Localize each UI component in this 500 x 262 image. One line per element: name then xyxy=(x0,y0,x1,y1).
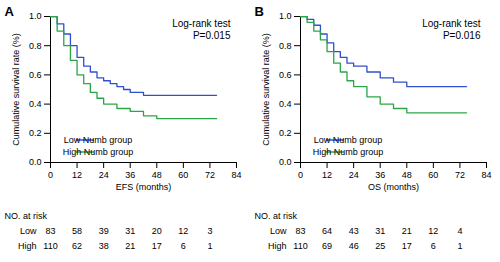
svg-text:36: 36 xyxy=(125,170,135,180)
svg-text:EFS (months): EFS (months) xyxy=(116,182,172,192)
svg-text:48: 48 xyxy=(402,170,412,180)
svg-text:B: B xyxy=(255,4,264,19)
svg-text:110: 110 xyxy=(43,241,57,251)
svg-text:58: 58 xyxy=(72,226,82,236)
svg-text:83: 83 xyxy=(45,226,55,236)
svg-text:High: High xyxy=(268,241,287,251)
svg-text:72: 72 xyxy=(205,170,215,180)
svg-text:High Numb group: High Numb group xyxy=(63,147,134,157)
svg-text:39: 39 xyxy=(99,226,109,236)
svg-text:NO. at risk: NO. at risk xyxy=(5,211,48,221)
svg-text:31: 31 xyxy=(125,226,135,236)
svg-text:High: High xyxy=(18,241,37,251)
svg-text:Log-rank test: Log-rank test xyxy=(172,18,231,29)
svg-text:12: 12 xyxy=(178,226,188,236)
svg-text:21: 21 xyxy=(402,226,412,236)
svg-text:12: 12 xyxy=(72,170,82,180)
svg-text:12: 12 xyxy=(322,170,332,180)
svg-text:1: 1 xyxy=(457,241,462,251)
svg-text:OS (months): OS (months) xyxy=(368,182,419,192)
svg-text:0.4: 0.4 xyxy=(279,99,292,109)
svg-text:Low: Low xyxy=(20,226,37,236)
svg-text:3: 3 xyxy=(207,226,212,236)
svg-text:25: 25 xyxy=(375,241,385,251)
svg-text:0: 0 xyxy=(298,170,303,180)
svg-text:6: 6 xyxy=(181,241,186,251)
svg-text:17: 17 xyxy=(152,241,162,251)
svg-text:0.8: 0.8 xyxy=(279,41,292,51)
svg-text:110: 110 xyxy=(293,241,307,251)
svg-text:P=0.015: P=0.015 xyxy=(193,30,231,41)
svg-text:72: 72 xyxy=(455,170,465,180)
svg-text:6: 6 xyxy=(431,241,436,251)
svg-text:1: 1 xyxy=(207,241,212,251)
svg-text:48: 48 xyxy=(152,170,162,180)
svg-text:62: 62 xyxy=(72,241,82,251)
svg-text:31: 31 xyxy=(375,226,385,236)
svg-text:0.0: 0.0 xyxy=(29,157,42,167)
svg-text:0: 0 xyxy=(48,170,53,180)
svg-text:38: 38 xyxy=(99,241,109,251)
svg-text:84: 84 xyxy=(231,170,241,180)
svg-text:0.2: 0.2 xyxy=(29,128,42,138)
svg-text:0.6: 0.6 xyxy=(29,70,42,80)
svg-text:Cumulative survival rate (%): Cumulative survival rate (%) xyxy=(11,33,21,146)
svg-text:NO. at risk: NO. at risk xyxy=(255,211,298,221)
svg-text:1.0: 1.0 xyxy=(279,11,292,21)
svg-text:P=0.016: P=0.016 xyxy=(443,30,481,41)
svg-text:60: 60 xyxy=(428,170,438,180)
svg-text:Log-rank test: Log-rank test xyxy=(422,18,481,29)
svg-text:83: 83 xyxy=(295,226,305,236)
svg-text:69: 69 xyxy=(322,241,332,251)
svg-text:84: 84 xyxy=(481,170,491,180)
svg-text:A: A xyxy=(5,4,15,19)
svg-text:43: 43 xyxy=(349,226,359,236)
svg-text:46: 46 xyxy=(349,241,359,251)
svg-text:High Numb group: High Numb group xyxy=(313,147,384,157)
svg-text:17: 17 xyxy=(402,241,412,251)
svg-text:24: 24 xyxy=(349,170,359,180)
svg-text:Cumulative survival rate (%): Cumulative survival rate (%) xyxy=(261,33,271,146)
svg-text:21: 21 xyxy=(125,241,135,251)
svg-text:12: 12 xyxy=(428,226,438,236)
svg-text:24: 24 xyxy=(99,170,109,180)
svg-text:60: 60 xyxy=(178,170,188,180)
svg-text:Low Numb group: Low Numb group xyxy=(314,135,383,145)
svg-text:0.2: 0.2 xyxy=(279,128,292,138)
svg-text:Low Numb group: Low Numb group xyxy=(64,135,133,145)
svg-text:0.0: 0.0 xyxy=(279,157,292,167)
svg-text:0.6: 0.6 xyxy=(279,70,292,80)
svg-text:36: 36 xyxy=(375,170,385,180)
svg-text:1.0: 1.0 xyxy=(29,11,42,21)
svg-text:0.4: 0.4 xyxy=(29,99,42,109)
svg-text:20: 20 xyxy=(152,226,162,236)
svg-text:0.8: 0.8 xyxy=(29,41,42,51)
svg-text:4: 4 xyxy=(457,226,462,236)
svg-text:Low: Low xyxy=(270,226,287,236)
svg-text:64: 64 xyxy=(322,226,332,236)
